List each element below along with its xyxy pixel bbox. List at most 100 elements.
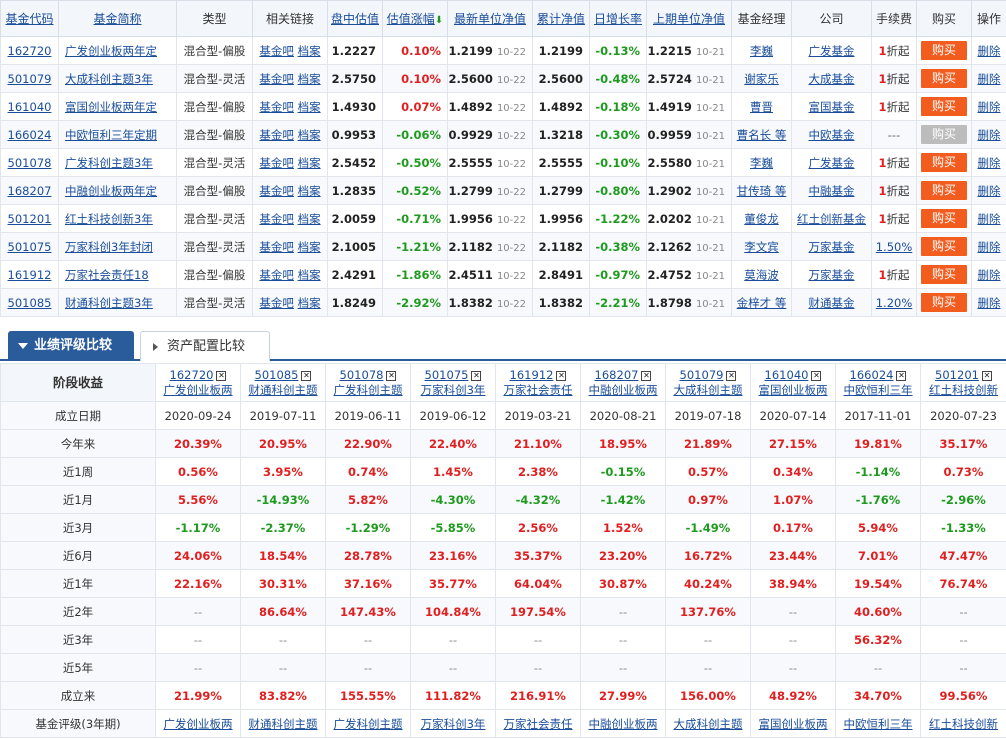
rating-fund-link[interactable]: 富国创业板两 (758, 716, 828, 731)
fund-name-link[interactable]: 万家科创3年封闭 (65, 239, 153, 254)
fund-code-link[interactable]: 161040 (7, 99, 52, 114)
buy-button[interactable]: 购买 (921, 237, 967, 256)
compare-fund-name[interactable]: 红土科技创新 (929, 382, 998, 397)
sort-link[interactable]: 最新单位净值 (453, 12, 526, 26)
column-header[interactable]: 累计净值 (532, 0, 590, 37)
buy-button[interactable]: 购买 (921, 265, 967, 284)
compare-fund-name[interactable]: 财通科创主题 (248, 382, 318, 397)
buy-button[interactable]: 购买 (921, 41, 967, 60)
fund-code-link[interactable]: 162720 (7, 43, 52, 58)
fund-code-link[interactable]: 501085 (7, 295, 52, 310)
manager-link[interactable]: 莫海波 (744, 267, 779, 282)
fund-name-link[interactable]: 万家社会责任18 (65, 267, 149, 282)
remove-fund-icon[interactable]: ✕ (641, 370, 652, 381)
compare-fund-name[interactable]: 广发科创主题 (333, 382, 403, 397)
buy-button[interactable]: 购买 (921, 97, 967, 116)
tab-asset-allocation[interactable]: 资产配置比较 (140, 331, 270, 361)
manager-link[interactable]: 甘传琦 等 (736, 183, 787, 198)
manager-link[interactable]: 李巍 (750, 155, 773, 170)
buy-button[interactable]: 购买 (921, 181, 967, 200)
company-link[interactable]: 红土创新基金 (797, 211, 866, 226)
remove-fund-icon[interactable]: ✕ (811, 370, 822, 381)
rating-fund-link[interactable]: 广发创业板两 (163, 716, 233, 731)
fund-name-link[interactable]: 财通科创主题3年 (65, 295, 153, 310)
fund-code-link[interactable]: 501075 (7, 239, 52, 254)
remove-fund-icon[interactable]: ✕ (981, 370, 992, 381)
fund-bar-link[interactable]: 基金吧 (259, 183, 294, 198)
fund-bar-link[interactable]: 基金吧 (259, 99, 294, 114)
fund-code-link[interactable]: 501201 (7, 211, 52, 226)
remove-fund-icon[interactable]: ✕ (216, 370, 227, 381)
fund-archive-link[interactable]: 档案 (297, 267, 321, 282)
compare-fund-name[interactable]: 万家科创3年 (420, 382, 486, 397)
fund-bar-link[interactable]: 基金吧 (259, 267, 294, 282)
remove-fund-icon[interactable]: ✕ (301, 370, 312, 381)
delete-link[interactable]: 删除 (977, 99, 1001, 114)
delete-link[interactable]: 删除 (977, 183, 1001, 198)
column-header[interactable]: 盘中估值 (327, 0, 383, 37)
fund-code-link[interactable]: 501078 (7, 155, 52, 170)
manager-link[interactable]: 李巍 (750, 43, 773, 58)
sort-link[interactable]: 上期单位净值 (652, 12, 725, 26)
fee-rate-link[interactable]: 1.20% (875, 295, 913, 310)
fee-rate-link[interactable]: 1.50% (875, 239, 913, 254)
compare-fund-code[interactable]: 168207 (594, 367, 639, 382)
fund-name-link[interactable]: 大成科创主题3年 (65, 71, 153, 86)
compare-fund-name[interactable]: 大成科创主题 (673, 382, 743, 397)
buy-button[interactable]: 购买 (921, 153, 967, 172)
manager-link[interactable]: 李文宾 (744, 239, 779, 254)
compare-fund-name[interactable]: 中融创业板两 (588, 382, 658, 397)
remove-fund-icon[interactable]: ✕ (896, 370, 907, 381)
company-link[interactable]: 富国基金 (808, 99, 855, 114)
sort-link[interactable]: 盘中估值 (330, 12, 379, 26)
buy-button[interactable]: 购买 (921, 125, 967, 144)
compare-fund-code[interactable]: 162720 (169, 367, 214, 382)
company-link[interactable]: 万家基金 (808, 239, 855, 254)
company-link[interactable]: 中融基金 (808, 183, 855, 198)
manager-link[interactable]: 曹名长 等 (736, 127, 787, 142)
fund-bar-link[interactable]: 基金吧 (259, 43, 294, 58)
company-link[interactable]: 中欧基金 (808, 127, 855, 142)
sort-link[interactable]: 估值涨幅 (386, 12, 435, 26)
company-link[interactable]: 万家基金 (808, 267, 855, 282)
fund-archive-link[interactable]: 档案 (297, 155, 321, 170)
sort-link[interactable]: 基金代码 (5, 12, 54, 26)
fund-archive-link[interactable]: 档案 (297, 211, 321, 226)
column-header[interactable]: 估值涨幅⬇ (382, 0, 448, 37)
compare-fund-name[interactable]: 广发创业板两 (163, 382, 233, 397)
manager-link[interactable]: 曹晋 (750, 99, 773, 114)
compare-fund-code[interactable]: 501075 (424, 367, 469, 382)
delete-link[interactable]: 删除 (977, 267, 1001, 282)
rating-fund-link[interactable]: 万家社会责任 (503, 716, 573, 731)
fund-name-link[interactable]: 红土科技创新3年 (65, 211, 153, 226)
sort-link[interactable]: 累计净值 (536, 12, 585, 26)
compare-fund-name[interactable]: 万家社会责任 (503, 382, 573, 397)
sort-link[interactable]: 基金简称 (93, 12, 142, 26)
compare-fund-name[interactable]: 富国创业板两 (758, 382, 828, 397)
delete-link[interactable]: 删除 (977, 71, 1001, 86)
remove-fund-icon[interactable]: ✕ (556, 370, 567, 381)
fund-bar-link[interactable]: 基金吧 (259, 211, 294, 226)
manager-link[interactable]: 董俊龙 (744, 211, 779, 226)
company-link[interactable]: 财通基金 (808, 295, 855, 310)
tab-performance-rating[interactable]: 业绩评级比较 (8, 331, 134, 361)
fund-name-link[interactable]: 广发科创主题3年 (65, 155, 153, 170)
fund-archive-link[interactable]: 档案 (297, 43, 321, 58)
company-link[interactable]: 广发基金 (808, 155, 855, 170)
delete-link[interactable]: 删除 (977, 239, 1001, 254)
fund-bar-link[interactable]: 基金吧 (259, 155, 294, 170)
buy-button[interactable]: 购买 (921, 209, 967, 228)
manager-link[interactable]: 金梓才 等 (736, 295, 787, 310)
column-header[interactable]: 基金代码 (0, 0, 59, 37)
fund-archive-link[interactable]: 档案 (297, 295, 321, 310)
fund-code-link[interactable]: 166024 (7, 127, 52, 142)
remove-fund-icon[interactable]: ✕ (471, 370, 482, 381)
column-header[interactable]: 日增长率 (589, 0, 647, 37)
column-header[interactable]: 基金简称 (58, 0, 177, 37)
column-header[interactable]: 最新单位净值 (447, 0, 533, 37)
compare-fund-code[interactable]: 501079 (679, 367, 724, 382)
fund-code-link[interactable]: 501079 (7, 71, 52, 86)
compare-fund-code[interactable]: 161912 (509, 367, 554, 382)
fund-archive-link[interactable]: 档案 (297, 239, 321, 254)
rating-fund-link[interactable]: 红土科技创新 (929, 716, 998, 731)
